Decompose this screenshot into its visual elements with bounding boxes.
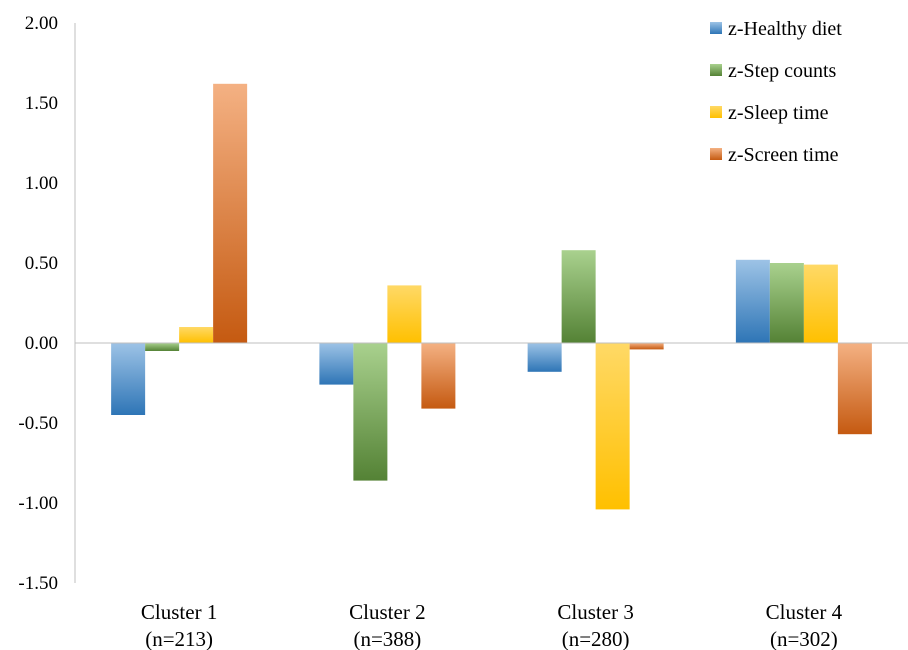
legend-label: z-Healthy diet [728, 18, 842, 40]
y-axis: 2.00 1.50 1.00 0.50 0.00 -0.50 -1.00 -1.50 [18, 13, 76, 594]
y-tick-label: -1.00 [18, 493, 58, 514]
bar-z-screen-time-cluster-3 [629, 343, 664, 350]
bar-z-step-counts-cluster-2 [353, 343, 388, 481]
bar-z-step-counts-cluster-3 [561, 250, 596, 343]
x-category-label: Cluster 1 [141, 600, 217, 624]
x-category-sublabel: (n=213) [145, 627, 213, 650]
legend-label: z-Step counts [728, 60, 837, 82]
bar-z-screen-time-cluster-2 [421, 343, 456, 409]
bar-z-step-counts-cluster-4 [769, 263, 804, 343]
bar-z-healthy-diet-cluster-1 [111, 343, 146, 415]
y-tick-label: 0.00 [25, 333, 58, 354]
bar-z-sleep-time-cluster-1 [179, 327, 214, 343]
y-tick-label: -1.50 [18, 573, 58, 594]
bar-z-screen-time-cluster-1 [213, 83, 248, 344]
bar-z-step-counts-cluster-1 [145, 343, 180, 351]
x-category-sublabel: (n=280) [562, 627, 630, 650]
bar-z-healthy-diet-cluster-3 [527, 343, 562, 372]
legend-swatch [710, 22, 722, 34]
bar-z-healthy-diet-cluster-2 [319, 343, 354, 385]
y-tick-label: 1.50 [25, 93, 58, 114]
y-tick-label: 2.00 [25, 13, 58, 34]
y-tick-label: -0.50 [18, 413, 58, 434]
x-category-label: Cluster 4 [766, 600, 843, 624]
x-category-label: Cluster 2 [349, 600, 425, 624]
y-tick-label: 0.50 [25, 253, 58, 274]
x-axis: Cluster 1 (n=213) Cluster 2 (n=388) Cluster … [75, 342, 908, 650]
legend: z-Healthy diet z-Step counts z-Sleep time z… [710, 18, 842, 166]
legend-swatch [710, 106, 722, 118]
x-category-label: Cluster 3 [557, 600, 633, 624]
legend-swatch [710, 64, 722, 76]
x-category-sublabel: (n=302) [770, 627, 838, 650]
bars [111, 83, 872, 510]
legend-label: z-Sleep time [728, 102, 829, 124]
bar-z-screen-time-cluster-4 [837, 343, 872, 435]
legend-swatch [710, 148, 722, 160]
bar-z-healthy-diet-cluster-4 [735, 259, 770, 343]
bar-z-sleep-time-cluster-2 [387, 285, 422, 343]
bar-z-sleep-time-cluster-3 [595, 343, 630, 510]
bar-z-sleep-time-cluster-4 [803, 264, 838, 343]
x-category-sublabel: (n=388) [353, 627, 421, 650]
y-tick-label: 1.00 [25, 173, 58, 194]
legend-label: z-Screen time [728, 144, 839, 166]
